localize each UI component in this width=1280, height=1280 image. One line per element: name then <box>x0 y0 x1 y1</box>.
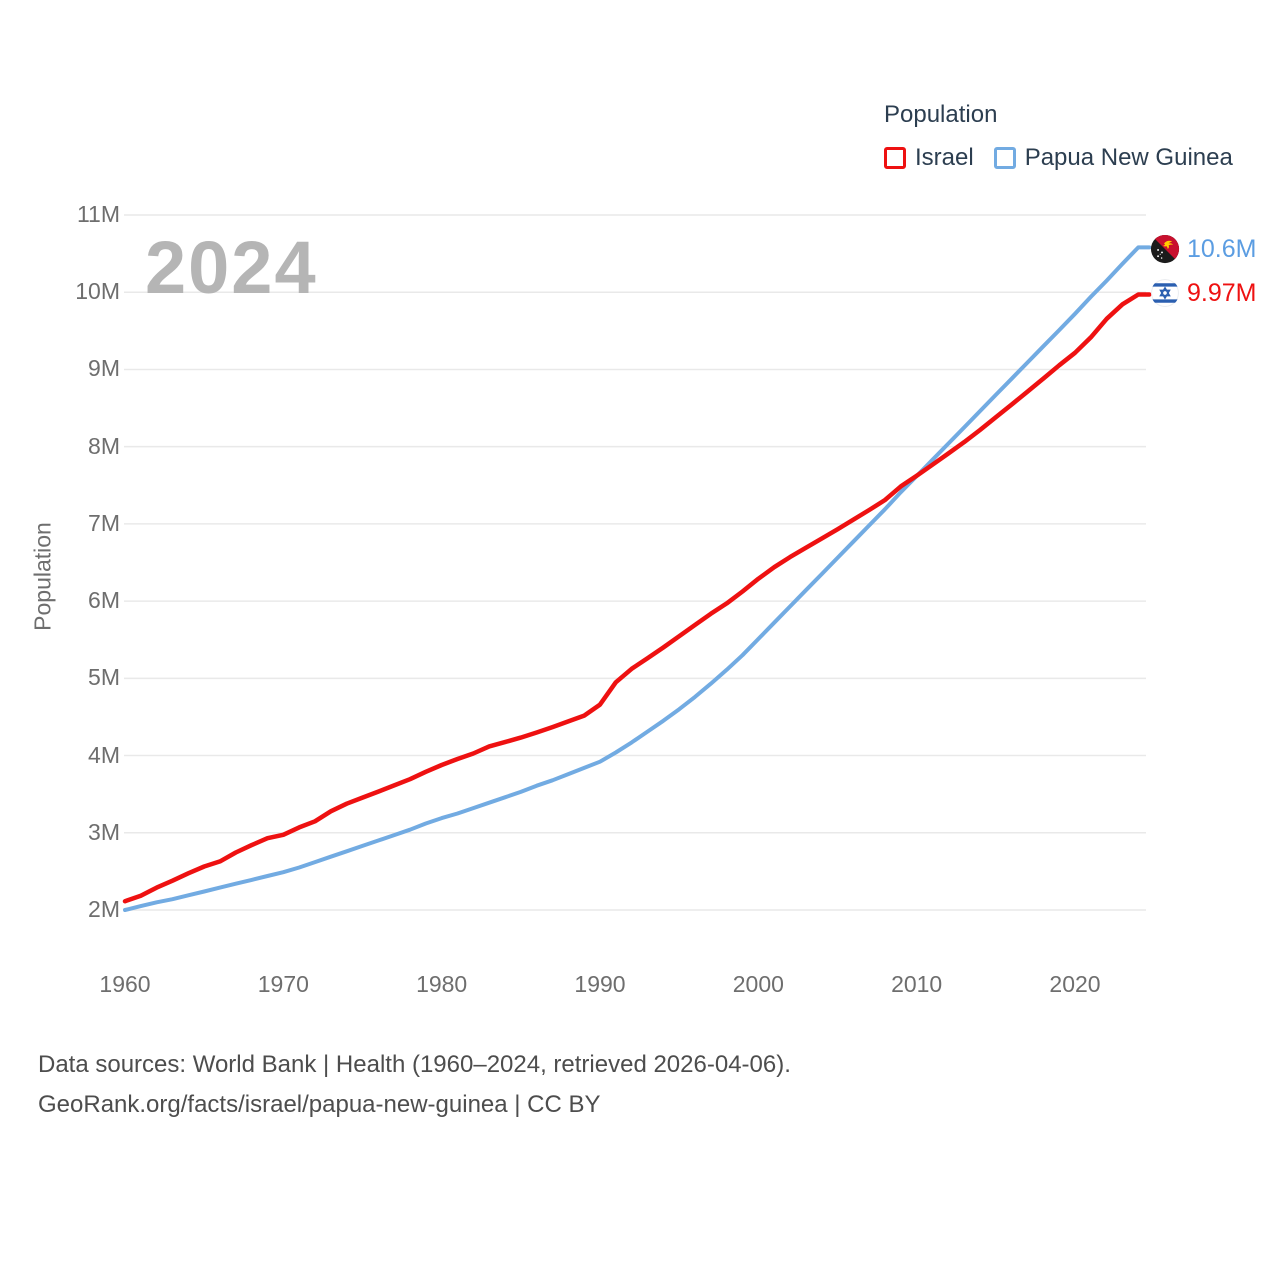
y-axis-tick-5M: 5M <box>88 664 120 691</box>
y-axis-tick-4M: 4M <box>88 741 120 768</box>
y-axis-tick-10M: 10M <box>75 278 120 305</box>
legend-title: Population <box>884 101 998 128</box>
legend-item-israel[interactable]: Israel <box>884 144 974 172</box>
x-axis-tick-1990: 1990 <box>574 971 626 997</box>
x-axis-tick-1980: 1980 <box>416 971 468 997</box>
x-axis-tick-1960: 1960 <box>99 971 151 997</box>
y-axis-tick-6M: 6M <box>88 587 120 614</box>
line-papua-new-guinea <box>123 245 1152 912</box>
papua-new-guinea-end-value: 10.6M <box>1187 234 1257 263</box>
x-axis-tick-2000: 2000 <box>732 971 784 997</box>
y-axis-tick-11M: 11M <box>76 201 120 227</box>
footer: Data sources: World Bank | Health (1960–… <box>38 1045 791 1125</box>
y-axis-tick-7M: 7M <box>88 509 120 536</box>
papua-new-guinea-series-swatch <box>993 147 1016 169</box>
israel-series-swatch <box>884 147 906 169</box>
y-axis-tick-3M: 3M <box>88 818 120 845</box>
y-axis-title: Population <box>29 522 56 631</box>
x-axis-tick-2010: 2010 <box>891 971 943 997</box>
israel-flag-icon <box>1150 278 1180 308</box>
y-axis-tick-9M: 9M <box>88 355 120 382</box>
year-watermark: 2024 <box>145 226 318 309</box>
attribution-link[interactable]: GeoRank.org/facts/israel/papua-new-guine… <box>38 1091 601 1118</box>
legend-label-papua-new-guinea: Papua New Guinea <box>1024 144 1233 171</box>
x-axis-tick-2020: 2020 <box>1049 971 1101 997</box>
y-axis-tick-2M: 2M <box>88 896 120 922</box>
chart-legend: Population Israel Papua New Guinea <box>884 101 1233 172</box>
data-sources-text: Data sources: World Bank | Health (1960–… <box>38 1051 791 1078</box>
israel-end-value: 9.97M <box>1187 278 1257 307</box>
legend-item-papua-new-guinea[interactable]: Papua New Guinea <box>993 144 1233 172</box>
line-israel <box>122 292 1152 904</box>
series-end-label-papua-new-guinea: 10.6M <box>1150 234 1256 264</box>
y-axis-tick-8M: 8M <box>88 432 120 459</box>
papua-new-guinea-flag-icon <box>1150 234 1180 264</box>
legend-label-israel: Israel <box>915 144 974 171</box>
series-end-label-israel: 9.97M <box>1150 278 1256 308</box>
x-axis-tick-1970: 1970 <box>257 971 309 997</box>
